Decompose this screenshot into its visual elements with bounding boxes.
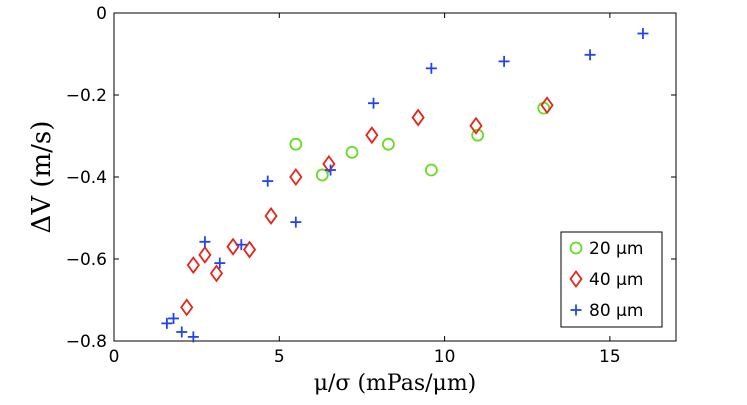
data-point-plus: [176, 326, 188, 338]
data-point-diamond: [226, 237, 240, 256]
data-point-plus: [425, 62, 437, 74]
legend-marker-plus: [570, 304, 582, 316]
legend-marker-diamond: [569, 269, 583, 289]
x-tick-label: 0: [109, 347, 120, 367]
data-point-diamond: [411, 108, 425, 127]
y-tick-label: −0.2: [66, 86, 107, 106]
data-point-diamond: [209, 264, 224, 283]
data-point-circle: [315, 168, 329, 182]
data-point-plus: [187, 331, 199, 343]
data-point-circle: [424, 163, 438, 177]
data-point-diamond: [540, 96, 554, 115]
data-point-circle: [345, 145, 359, 159]
data-point-plus: [161, 317, 173, 329]
data-point-circle: [289, 137, 303, 151]
data-point-diamond: [365, 126, 379, 145]
legend-entry-label: 40 μm: [589, 270, 643, 290]
data-point-plus: [498, 55, 510, 67]
axis-ticks: [113, 12, 676, 342]
y-tick-label: −0.6: [66, 250, 107, 270]
data-point-diamond: [186, 256, 200, 275]
x-tick-label: 15: [599, 347, 621, 367]
y-tick-label: −0.8: [66, 332, 107, 352]
data-point-diamond: [322, 154, 336, 173]
data-point-plus: [235, 239, 247, 251]
data-point-diamond: [289, 167, 303, 187]
data-point-plus: [290, 216, 302, 228]
data-point-diamond: [264, 206, 278, 225]
data-point-plus: [168, 312, 180, 324]
legend-entry-label: 80 μm: [589, 301, 643, 321]
data-point-diamond: [469, 116, 483, 135]
data-markers: [161, 28, 649, 343]
series-diamond: [180, 96, 554, 317]
x-tick-label: 10: [434, 347, 456, 367]
data-point-plus: [199, 236, 211, 248]
legend-box: [560, 231, 663, 328]
x-axis-label: μ/σ (mPas/μm): [314, 371, 477, 396]
data-point-diamond: [242, 240, 257, 259]
y-tick-label: −0.4: [66, 168, 107, 188]
y-tick-label: 0: [96, 4, 107, 24]
y-axis-label: ΔV (m/s): [27, 121, 57, 234]
series-circle: [289, 101, 551, 182]
legend: 20 μm 40 μm 80 μm: [560, 231, 663, 328]
data-point-diamond: [198, 245, 212, 264]
legend-entry-label: 20 μm: [589, 239, 643, 259]
data-point-plus: [637, 28, 649, 39]
series-plus: [161, 28, 649, 343]
data-point-plus: [368, 97, 380, 109]
axis-tick-labels: 0 5 10 15 −0.8 −0.6 −0.4 −0.2 0: [66, 4, 621, 367]
data-point-plus: [584, 49, 596, 61]
x-tick-label: 5: [274, 347, 285, 367]
legend-marker-circle: [569, 241, 583, 255]
data-point-diamond: [180, 298, 194, 317]
data-point-circle: [381, 137, 395, 151]
data-point-plus: [325, 164, 337, 176]
data-point-plus: [214, 257, 226, 269]
data-point-plus: [262, 175, 274, 187]
